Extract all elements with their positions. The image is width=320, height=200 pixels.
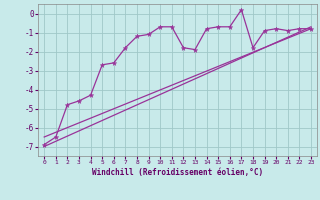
X-axis label: Windchill (Refroidissement éolien,°C): Windchill (Refroidissement éolien,°C) <box>92 168 263 177</box>
